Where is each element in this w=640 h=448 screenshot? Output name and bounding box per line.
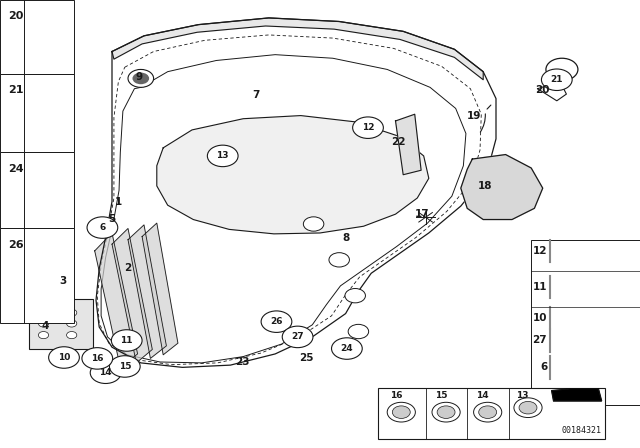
Text: 26: 26 bbox=[270, 317, 283, 326]
Text: 20: 20 bbox=[536, 86, 550, 95]
Bar bbox=[29, 299, 93, 349]
Circle shape bbox=[546, 58, 578, 81]
Text: 10: 10 bbox=[58, 353, 70, 362]
Polygon shape bbox=[552, 389, 602, 401]
Bar bbox=[0, 74, 74, 152]
Text: 21: 21 bbox=[550, 75, 563, 84]
Text: 12: 12 bbox=[532, 246, 547, 256]
Text: 17: 17 bbox=[415, 209, 429, 219]
Circle shape bbox=[392, 406, 410, 418]
Text: 6: 6 bbox=[540, 362, 547, 372]
Circle shape bbox=[387, 402, 415, 422]
Polygon shape bbox=[142, 223, 178, 355]
Circle shape bbox=[67, 309, 77, 316]
Text: 26: 26 bbox=[8, 240, 23, 250]
Text: 11: 11 bbox=[120, 336, 133, 345]
Text: 14: 14 bbox=[476, 391, 489, 400]
Text: 21: 21 bbox=[8, 85, 23, 95]
Bar bbox=[531, 240, 640, 405]
Bar bbox=[0, 228, 74, 323]
Circle shape bbox=[514, 398, 542, 418]
Text: 10: 10 bbox=[532, 313, 547, 323]
Circle shape bbox=[67, 320, 77, 327]
Bar bbox=[378, 388, 605, 439]
Text: 16: 16 bbox=[91, 354, 104, 363]
Circle shape bbox=[128, 69, 154, 87]
Polygon shape bbox=[112, 18, 483, 80]
Text: 2: 2 bbox=[124, 263, 132, 273]
Text: 25: 25 bbox=[299, 353, 313, 362]
Text: 9: 9 bbox=[136, 72, 143, 82]
Circle shape bbox=[353, 117, 383, 138]
Text: 8: 8 bbox=[342, 233, 349, 243]
Circle shape bbox=[282, 326, 313, 348]
Bar bbox=[0, 152, 74, 228]
Text: 6: 6 bbox=[99, 223, 106, 232]
Circle shape bbox=[519, 401, 537, 414]
Polygon shape bbox=[95, 233, 138, 367]
Circle shape bbox=[87, 217, 118, 238]
Polygon shape bbox=[157, 116, 429, 234]
Text: 00184321: 00184321 bbox=[562, 426, 602, 435]
Circle shape bbox=[479, 406, 497, 418]
Text: 22: 22 bbox=[391, 138, 405, 147]
Text: 14: 14 bbox=[99, 368, 112, 377]
Circle shape bbox=[52, 309, 63, 316]
Circle shape bbox=[38, 309, 49, 316]
Text: 1: 1 bbox=[115, 197, 122, 207]
Text: 15: 15 bbox=[118, 362, 131, 371]
Circle shape bbox=[332, 338, 362, 359]
Circle shape bbox=[303, 217, 324, 231]
Text: 13: 13 bbox=[216, 151, 229, 160]
Circle shape bbox=[261, 311, 292, 332]
Text: 27: 27 bbox=[291, 332, 304, 341]
Text: 12: 12 bbox=[362, 123, 374, 132]
Text: 4: 4 bbox=[41, 321, 49, 331]
Circle shape bbox=[474, 402, 502, 422]
Circle shape bbox=[437, 406, 455, 418]
Text: 3: 3 bbox=[59, 276, 67, 286]
Text: 7: 7 bbox=[252, 90, 260, 100]
Text: 16: 16 bbox=[390, 391, 403, 400]
Circle shape bbox=[348, 324, 369, 339]
Circle shape bbox=[67, 332, 77, 339]
Circle shape bbox=[38, 332, 49, 339]
Bar bbox=[0, 0, 74, 74]
Text: 20: 20 bbox=[8, 11, 23, 21]
Text: 19: 19 bbox=[467, 111, 481, 121]
Circle shape bbox=[90, 362, 121, 383]
Text: 5: 5 bbox=[108, 214, 116, 224]
Circle shape bbox=[541, 69, 572, 90]
Text: 18: 18 bbox=[478, 181, 492, 191]
Circle shape bbox=[207, 145, 238, 167]
Text: 24: 24 bbox=[340, 344, 353, 353]
Circle shape bbox=[111, 330, 142, 351]
Circle shape bbox=[132, 73, 149, 84]
Text: 11: 11 bbox=[532, 282, 547, 292]
Circle shape bbox=[49, 347, 79, 368]
Circle shape bbox=[432, 402, 460, 422]
Text: 24: 24 bbox=[8, 164, 23, 173]
Text: 23: 23 bbox=[235, 357, 249, 367]
Circle shape bbox=[329, 253, 349, 267]
Text: 13: 13 bbox=[516, 391, 529, 400]
Circle shape bbox=[38, 320, 49, 327]
Polygon shape bbox=[112, 228, 152, 363]
Circle shape bbox=[109, 356, 140, 377]
Polygon shape bbox=[461, 155, 543, 220]
Polygon shape bbox=[396, 114, 421, 175]
Circle shape bbox=[82, 348, 113, 369]
Text: 27: 27 bbox=[532, 336, 547, 345]
Text: 15: 15 bbox=[435, 391, 447, 400]
Circle shape bbox=[345, 289, 365, 303]
Polygon shape bbox=[128, 225, 166, 358]
